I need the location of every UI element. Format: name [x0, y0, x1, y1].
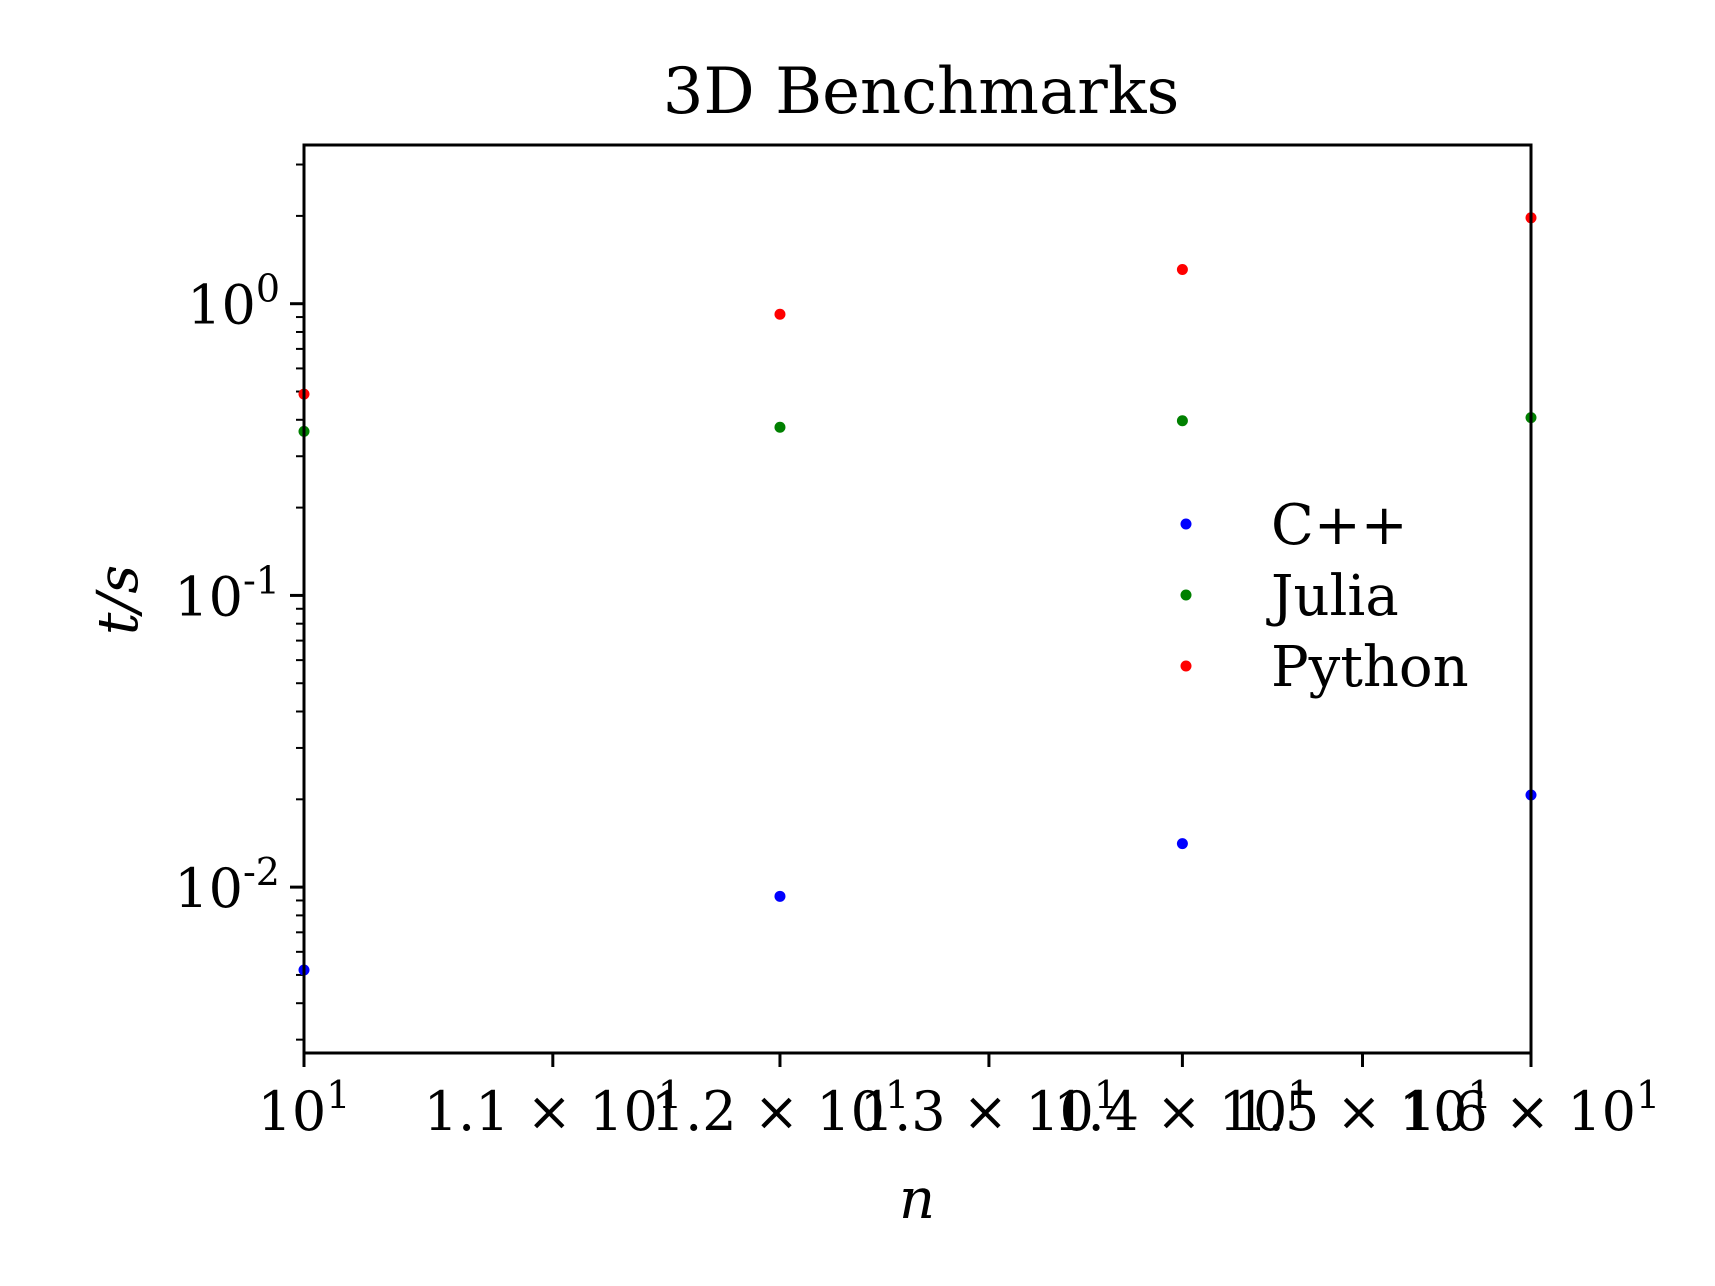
y-tick-label: 10-2 [174, 850, 280, 920]
y-tick-label: 100 [187, 267, 280, 337]
legend-label: Julia [1266, 564, 1399, 629]
data-point-julia [1176, 415, 1188, 427]
chart-title: 3D Benchmarks [663, 55, 1180, 129]
y-tick-label: 10-1 [174, 558, 280, 628]
legend-marker [1180, 589, 1192, 601]
legend-label: C++ [1271, 493, 1408, 558]
y-axis-label: t/s [86, 565, 151, 635]
x-tick-label: 1.1 × 101 [424, 1073, 682, 1143]
data-point-python [1176, 263, 1188, 275]
data-point-cpp [774, 890, 786, 902]
data-point-cpp [1176, 838, 1188, 850]
x-tick-label: 1.3 × 101 [860, 1073, 1118, 1143]
data-point-julia [774, 421, 786, 433]
legend-marker [1180, 518, 1192, 530]
legend-marker [1180, 660, 1192, 672]
data-point-python [774, 308, 786, 320]
x-tick-label: 1.6 × 101 [1402, 1073, 1660, 1143]
x-tick-label: 101 [258, 1073, 351, 1143]
y-major-ticks: 100 10-1 10-2 [174, 267, 304, 920]
x-tick-label: 1.5 × 101 [1233, 1073, 1491, 1143]
legend-label: Python [1271, 635, 1469, 700]
x-axis-label: n [899, 1167, 935, 1232]
axes-frame [302, 143, 1533, 1055]
x-tick-label: 1.4 × 101 [1053, 1073, 1311, 1143]
x-tick-label: 1.2 × 101 [651, 1073, 909, 1143]
